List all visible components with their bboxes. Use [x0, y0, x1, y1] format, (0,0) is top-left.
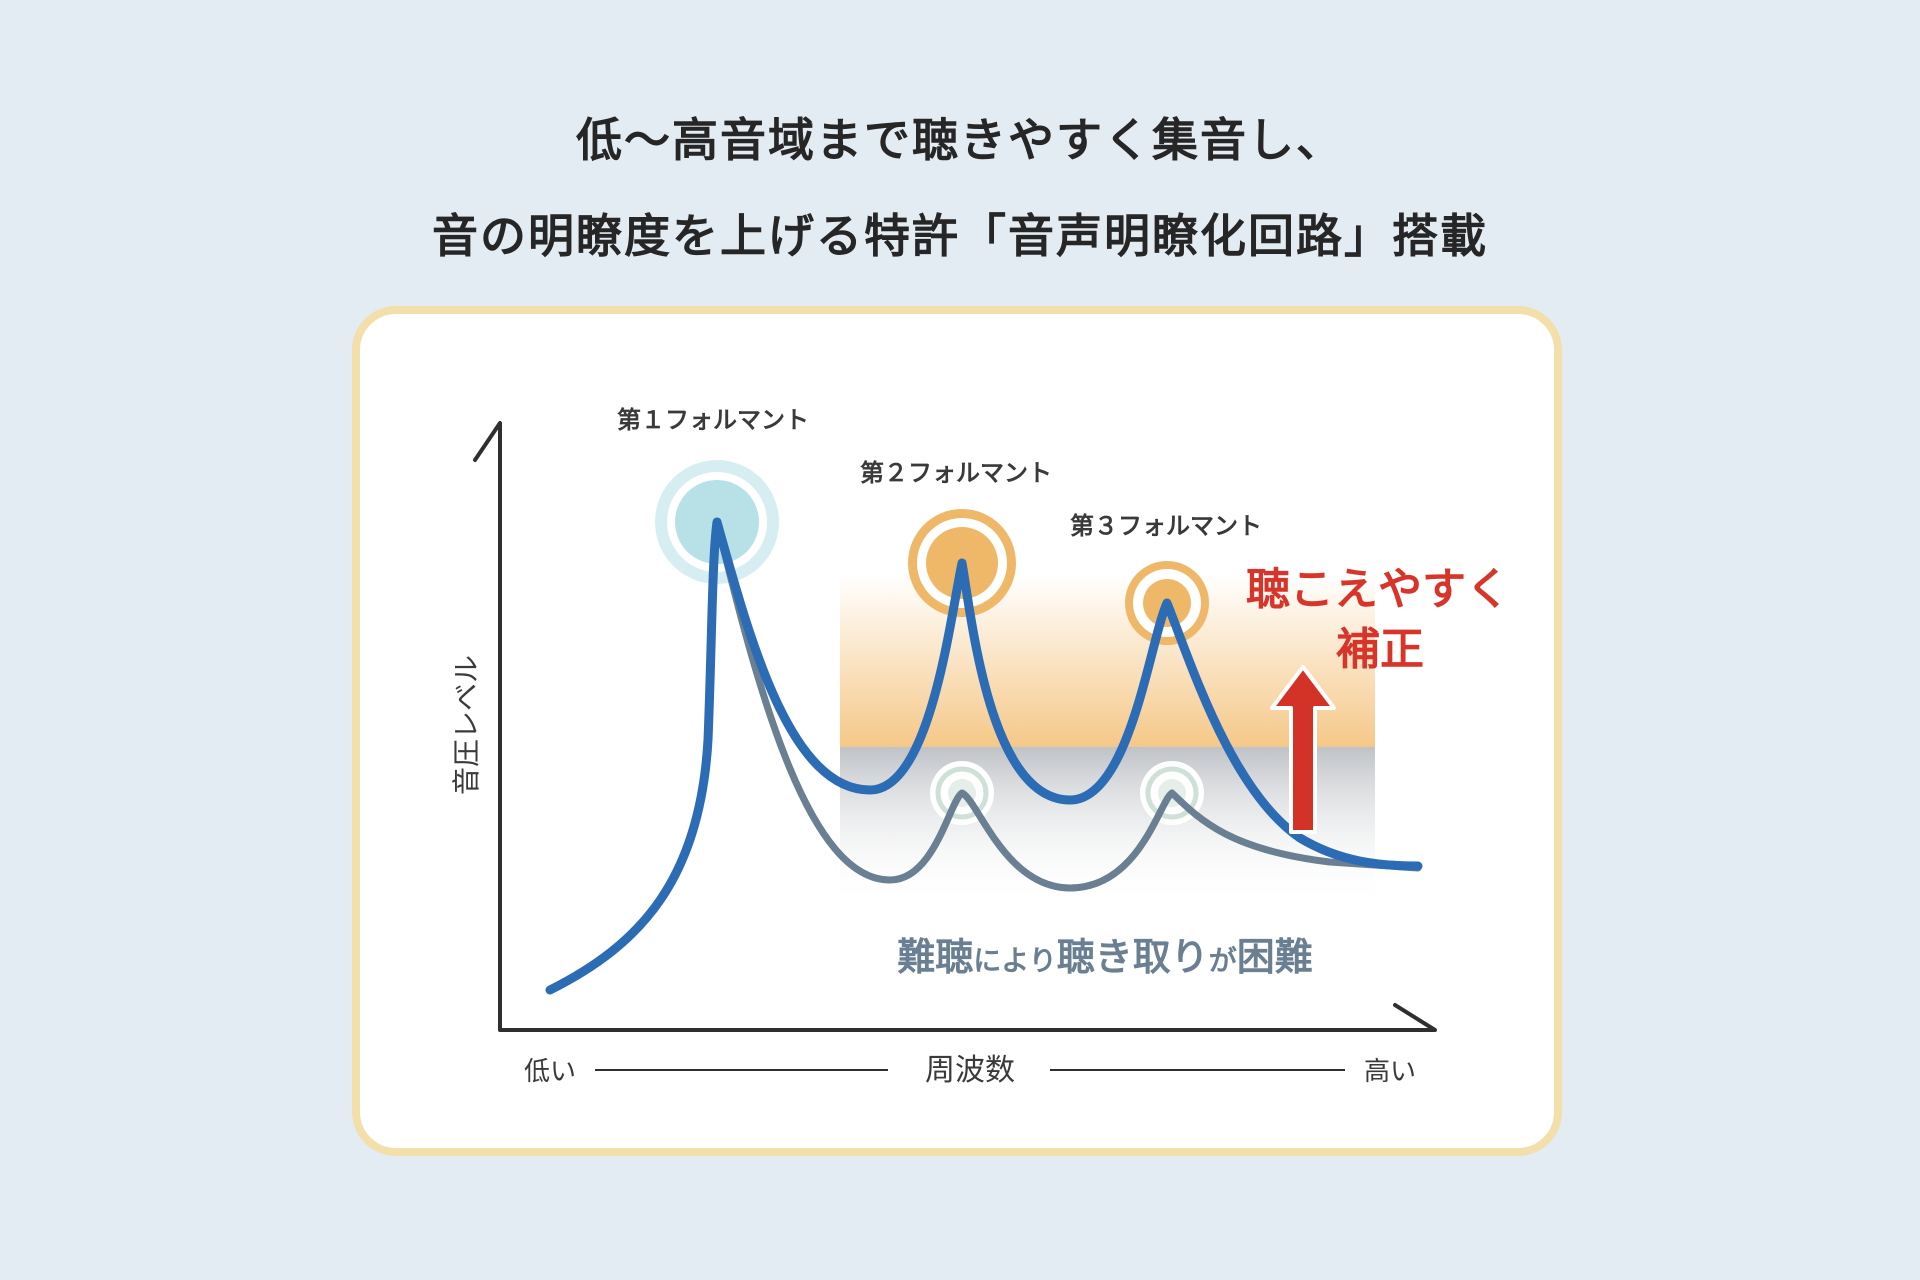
correction-arrow	[1270, 665, 1336, 834]
headline: 低〜高音域まで聴きやすく集音し、 音の明瞭度を上げる特許「音声明瞭化回路」搭載	[0, 92, 1920, 284]
caption-part-1: 難聴	[897, 935, 973, 979]
hearing-loss-curve	[713, 518, 1422, 892]
caption-part-3: 聴き取り	[1057, 935, 1209, 979]
x-axis-low-label: 低い	[524, 1057, 576, 1087]
headline-line-1: 低〜高音域まで聴きやすく集音し、	[576, 113, 1344, 167]
formant-1-label: 第１フォルマント	[617, 406, 809, 434]
axes	[473, 421, 1437, 1032]
caption-part-4: が	[1209, 944, 1237, 977]
correction-label-line-2: 補正	[1336, 624, 1424, 675]
formant-2-label: 第２フォルマント	[860, 459, 1052, 487]
headline-line-2: 音の明瞭度を上げる特許「音声明瞭化回路」搭載	[432, 209, 1488, 263]
corrected-curve	[545, 517, 1423, 995]
hearing-loss-caption: 難聴により聴き取りが困難	[897, 935, 1313, 979]
x-axis-title: 周波数	[925, 1053, 1015, 1088]
formant-3-label: 第３フォルマント	[1070, 512, 1262, 540]
correction-label-line-1: 聴こえやすく	[1246, 564, 1510, 615]
y-axis-label: 音圧レベル	[450, 655, 483, 795]
caption-part-5: 困難	[1237, 935, 1313, 979]
caption-part-2: により	[973, 944, 1056, 977]
x-axis-high-label: 高い	[1364, 1057, 1416, 1087]
y-axis	[473, 421, 1437, 1032]
